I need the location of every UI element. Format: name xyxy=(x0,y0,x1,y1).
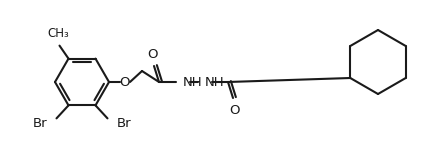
Text: O: O xyxy=(120,76,130,88)
Text: CH₃: CH₃ xyxy=(48,27,69,40)
Text: O: O xyxy=(230,104,240,117)
Text: O: O xyxy=(147,48,157,61)
Text: NH: NH xyxy=(205,76,225,90)
Text: NH: NH xyxy=(183,76,203,90)
Text: Br: Br xyxy=(116,117,131,130)
Text: Br: Br xyxy=(33,117,47,130)
